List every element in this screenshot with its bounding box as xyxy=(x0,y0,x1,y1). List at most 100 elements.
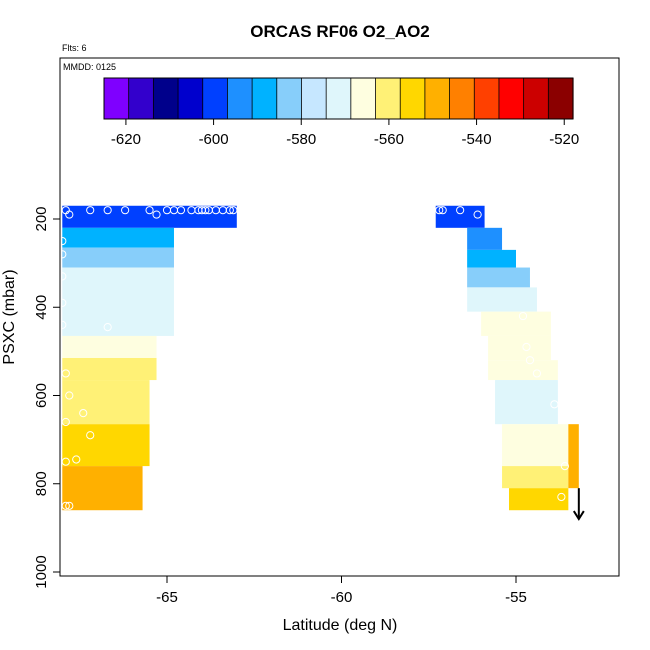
y-tick-label: 200 xyxy=(33,206,50,231)
colorbar-segment xyxy=(400,78,426,119)
colorbar-segment xyxy=(227,78,253,119)
colorbar-segment xyxy=(178,78,204,119)
heatmap-cell xyxy=(481,311,551,336)
arrow-head xyxy=(572,510,585,521)
colorbar-segment xyxy=(449,78,475,119)
heatmap-cell xyxy=(467,249,516,268)
y-tick-label: 600 xyxy=(33,383,50,408)
flight-point xyxy=(79,409,88,418)
heatmap-cells xyxy=(62,205,579,511)
colorbar-segment xyxy=(104,78,130,119)
colorbar-tick-label: -620 xyxy=(111,131,141,148)
heatmap-cell xyxy=(62,247,174,268)
colorbar-segment xyxy=(424,78,451,119)
heatmap-cell xyxy=(502,424,569,467)
plot-frame xyxy=(59,57,620,577)
flight-point xyxy=(58,298,67,307)
flight-point xyxy=(473,210,482,219)
y-axis-label: PSXC (mbar) xyxy=(1,269,18,364)
colorbar-border xyxy=(103,77,574,120)
flight-point xyxy=(438,206,447,215)
heatmap-cell xyxy=(435,205,485,228)
flight-point xyxy=(103,323,112,332)
heatmap-cell xyxy=(467,227,503,250)
flight-point xyxy=(86,431,95,440)
colorbar-segment xyxy=(523,78,549,119)
heatmap-cell xyxy=(62,357,157,381)
heatmap-cell xyxy=(62,424,150,467)
heatmap-cell xyxy=(62,466,143,511)
flight-point xyxy=(532,369,542,378)
flight-point xyxy=(86,206,95,215)
x-tick-label: -55 xyxy=(505,589,527,606)
heatmap-cell xyxy=(488,360,558,381)
colorbar-segment xyxy=(548,78,574,119)
colorbar-tick-label: -580 xyxy=(286,131,316,148)
flight-point xyxy=(145,206,154,215)
heatmap-cell xyxy=(495,380,558,425)
flight-point xyxy=(58,272,67,281)
heatmap-cell xyxy=(568,424,579,489)
y-tick-label: 1000 xyxy=(33,555,50,588)
flight-point xyxy=(557,492,566,502)
flight-point xyxy=(550,400,559,409)
colorbar-segment xyxy=(252,78,278,119)
y-axis: 200 400 600 800 1000 xyxy=(33,206,60,589)
heatmap-cell xyxy=(62,267,174,336)
mmdd-note: MMDD: 0125 xyxy=(63,62,116,72)
flight-point xyxy=(61,501,70,510)
flight-point xyxy=(435,206,444,215)
flights-note: Flts: 6 xyxy=(62,43,87,53)
chart-title: ORCAS RF06 O2_AO2 xyxy=(250,22,430,41)
colorbar xyxy=(103,77,574,120)
flight-point xyxy=(522,342,531,352)
colorbar-tick-label: -560 xyxy=(374,131,404,148)
flight-point xyxy=(152,210,161,219)
flight-track-points xyxy=(58,206,569,510)
flight-point xyxy=(103,206,112,215)
heatmap-cell xyxy=(467,267,530,288)
y-tick-label: 800 xyxy=(33,471,50,496)
colorbar-segment xyxy=(202,78,229,119)
heatmap-cell xyxy=(467,287,537,312)
flight-point xyxy=(65,210,74,219)
colorbar-segment xyxy=(153,78,179,119)
flight-point xyxy=(229,206,238,215)
heatmap-cell xyxy=(62,335,157,358)
colorbar-segment xyxy=(301,78,327,119)
heatmap-cell xyxy=(509,488,569,511)
colorbar-tick-label: -600 xyxy=(199,131,229,148)
x-tick-label: -60 xyxy=(331,589,353,606)
flight-point xyxy=(61,457,70,466)
heatmap-cell xyxy=(488,335,551,361)
flight-point xyxy=(72,455,81,464)
flight-point xyxy=(61,369,70,378)
colorbar-segment xyxy=(128,78,154,119)
heatmap-cell xyxy=(62,205,237,228)
heatmap-cell xyxy=(62,227,174,248)
heatmap-cell xyxy=(502,466,569,489)
colorbar-segment xyxy=(498,78,525,119)
colorbar-ticks: -620 -600 -580 -560 -540 -520 xyxy=(111,119,579,148)
x-axis-label: Latitude (deg N) xyxy=(283,617,398,634)
flight-point xyxy=(525,356,535,365)
colorbar-segment xyxy=(474,78,500,119)
flight-point xyxy=(121,206,130,215)
flight-point xyxy=(518,311,528,321)
colorbar-segment xyxy=(350,78,377,119)
flight-point xyxy=(65,391,74,400)
colorbar-segment xyxy=(276,78,303,119)
flight-point xyxy=(58,236,67,246)
flight-point xyxy=(456,206,465,215)
flight-point xyxy=(65,501,74,510)
heatmap-cell xyxy=(62,380,150,425)
colorbar-tick-label: -520 xyxy=(549,131,579,148)
colorbar-segment xyxy=(326,78,352,119)
x-tick-label: -65 xyxy=(156,589,178,606)
flight-point xyxy=(58,320,67,329)
x-axis: -65 -60 -55 xyxy=(156,576,527,606)
flight-point xyxy=(560,462,569,471)
flight-point xyxy=(201,206,210,215)
direction-arrow xyxy=(572,488,585,521)
